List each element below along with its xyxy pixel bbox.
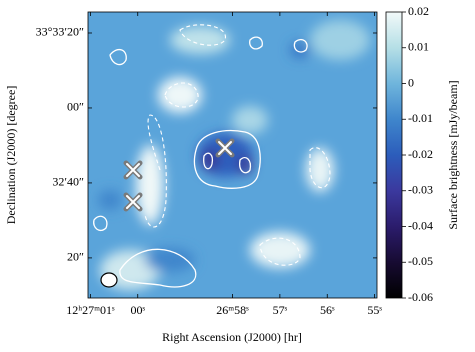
x-tick-label: 56ˢ — [320, 303, 335, 317]
colorbar-tick-label: -0.05 — [408, 254, 433, 268]
colorbar-tick-label: -0.02 — [408, 147, 433, 161]
x-tick-label: 12ʰ27ᵐ01ˢ — [66, 303, 115, 317]
colorbar-tick-label: 0.02 — [408, 4, 429, 18]
colorbar-tick-label: -0.04 — [408, 218, 433, 232]
colorbar-label: Surface brightness [mJy/beam] — [446, 80, 460, 229]
map — [88, 12, 377, 298]
x-tick-label: 26ᵐ58ˢ — [216, 303, 249, 317]
colorbar-tick-label: -0.03 — [408, 183, 433, 197]
colorbar-tick-label: 0 — [408, 75, 414, 89]
colorbar-tick-label: -0.01 — [408, 111, 433, 125]
colorbar — [385, 11, 403, 299]
x-axis-label: Right Ascension (J2000) [hr] — [162, 330, 302, 344]
x-tick-label: 55ˢ — [367, 303, 382, 317]
y-tick-label: 32′40″ — [52, 175, 84, 189]
y-axis-label: Declination (J2000) [degree] — [4, 86, 18, 225]
colorbar-tick-label: 0.01 — [408, 40, 429, 54]
x-tick-label: 57ˢ — [273, 303, 288, 317]
y-tick-label: 00″ — [67, 100, 84, 114]
y-tick-label: 33°33′20″ — [36, 25, 84, 39]
y-tick-label: 20″ — [67, 250, 84, 264]
x-tick-label: 00ˢ — [130, 303, 145, 317]
colorbar-tick-label: -0.06 — [408, 290, 433, 304]
